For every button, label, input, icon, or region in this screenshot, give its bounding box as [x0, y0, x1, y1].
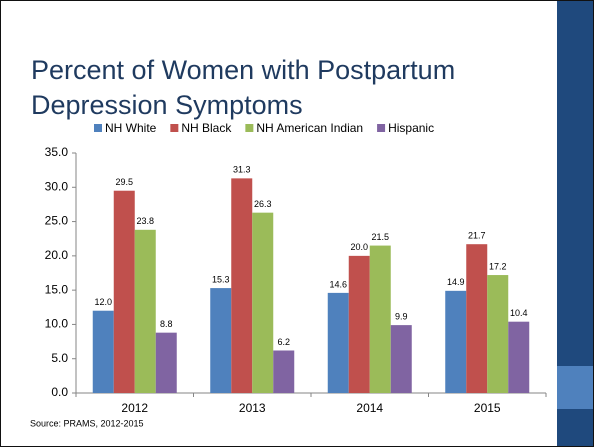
y-tick-label: 15.0: [45, 282, 69, 296]
bar: [466, 244, 488, 393]
legend-swatch: [245, 124, 254, 132]
y-tick-label: 25.0: [45, 214, 69, 228]
bar: [134, 229, 156, 393]
value-label: 12.0: [94, 297, 112, 307]
legend-swatch: [377, 124, 386, 132]
bar: [92, 310, 114, 393]
bar: [113, 190, 135, 393]
bar: [487, 275, 509, 393]
value-label: 29.5: [115, 177, 133, 187]
value-label: 6.2: [277, 337, 290, 347]
y-tick-label: 20.0: [45, 248, 69, 262]
legend-label: NH White: [105, 121, 157, 135]
value-label: 14.6: [329, 279, 347, 289]
value-label: 8.8: [160, 319, 173, 329]
legend-swatch: [94, 124, 102, 132]
value-label: 23.8: [136, 216, 154, 226]
value-label: 26.3: [254, 199, 272, 209]
bar: [369, 245, 391, 393]
bar: [348, 255, 370, 393]
x-tick-label: 2013: [239, 401, 266, 415]
legend-label: Hispanic: [388, 121, 434, 135]
y-tick-label: 0.0: [51, 385, 68, 399]
bar: [155, 332, 177, 393]
bar: [508, 321, 530, 393]
bar: [390, 325, 412, 393]
bar: [210, 288, 232, 393]
chart-title: Percent of Women with Postpartum Depress…: [31, 55, 456, 120]
value-label: 31.3: [233, 165, 251, 175]
source-note: Source: PRAMS, 2012-2015: [30, 418, 144, 428]
legend-label: NH American Indian: [256, 121, 363, 135]
value-label: 14.9: [447, 277, 465, 287]
value-label: 17.2: [489, 261, 507, 271]
value-label: 9.9: [395, 311, 408, 321]
value-label: 10.4: [510, 308, 528, 318]
bar: [445, 290, 467, 393]
x-tick-label: 2012: [121, 401, 148, 415]
side-panel-accent: [557, 366, 593, 409]
y-tick-label: 30.0: [45, 179, 69, 193]
legend-swatch: [170, 124, 179, 132]
bar: [327, 292, 349, 393]
bar: [252, 212, 274, 393]
legend-label: NH Black: [181, 121, 232, 135]
value-label: 21.7: [468, 231, 486, 241]
bar: [273, 350, 295, 393]
value-label: 20.0: [350, 242, 368, 252]
y-tick-label: 35.0: [45, 145, 69, 159]
value-label: 15.3: [212, 274, 230, 284]
x-tick-label: 2015: [474, 401, 501, 415]
value-label: 21.5: [371, 232, 389, 242]
y-tick-label: 10.0: [45, 317, 69, 331]
x-tick-label: 2014: [356, 401, 383, 415]
bar: [231, 178, 253, 393]
y-tick-label: 5.0: [51, 351, 68, 365]
chart: Source: PRAMS, 2012-2015 0.0 5.0 10.0 15.0 2…: [30, 121, 547, 428]
